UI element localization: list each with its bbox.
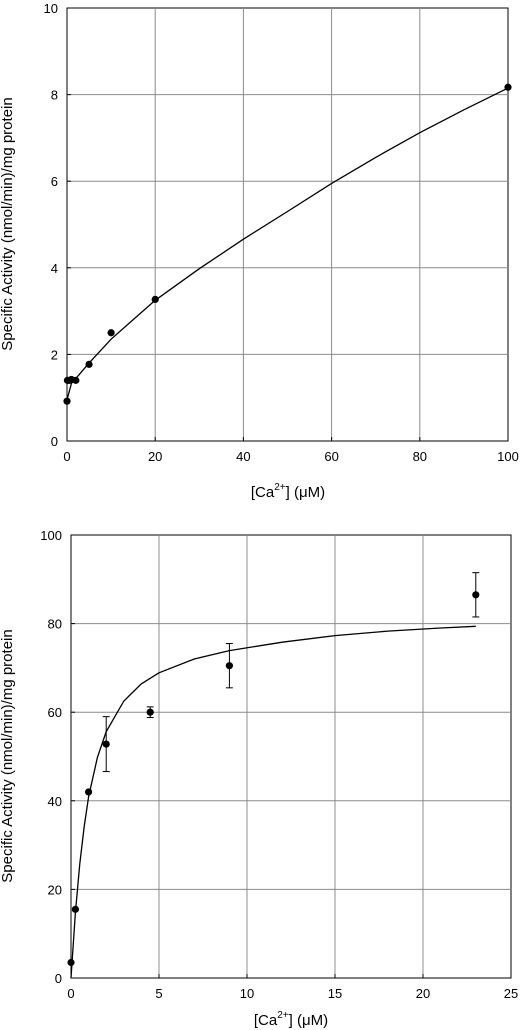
y-tick-label: 10 [44,1,58,16]
fit-curve-group [70,625,476,979]
data-point [72,376,80,384]
y-tick-label: 40 [48,794,62,809]
gridlines [71,535,511,978]
y-tick-label: 20 [48,882,62,897]
chart-bottom: 0 5 10 15 20 25 0 20 40 60 80 100 [Ca2+] (μM) Speci… [0,528,518,1029]
data-points [63,83,512,405]
x-tick-label: 5 [155,986,162,1001]
data-points [67,572,480,967]
y-tick-label: 0 [51,434,58,449]
x-tick-label: 100 [497,449,519,464]
data-point [67,958,75,967]
y-tick-label: 100 [40,528,62,543]
fit-curve-group [66,87,509,401]
data-point [504,83,512,91]
y-tick-label: 0 [55,971,62,986]
fit-curve [66,87,509,401]
data-point [225,662,233,670]
ticks: 0 20 40 60 80 100 0 2 4 6 8 10 [44,1,519,464]
y-tick-label: 8 [51,88,58,103]
data-point [102,740,110,748]
chart-top: 0 20 40 60 80 100 0 2 4 6 8 10 [Ca2+] (μM) Specific… [0,1,519,501]
plot-frame [66,7,509,442]
x-axis-title: [Ca2+] (μM) [251,482,325,501]
y-tick-label: 60 [48,705,62,720]
y-tick-label: 80 [48,617,62,632]
data-point [63,397,71,405]
ticks: 0 5 10 15 20 25 0 20 40 60 80 100 [40,528,518,1001]
x-tick-label: 10 [240,986,254,1001]
x-tick-label: 0 [63,449,70,464]
plot-frame [70,534,512,979]
data-point [151,295,159,304]
fit-curve [70,625,476,979]
data-point [472,591,480,599]
data-point [71,905,79,913]
y-tick-label: 6 [51,174,58,189]
data-point [107,329,115,337]
x-tick-label: 60 [324,449,338,464]
data-point [85,360,93,368]
y-axis-title: Specific Activity (nmol/min)/mg protein [0,97,16,350]
y-tick-label: 2 [51,347,58,362]
x-tick-label: 0 [67,986,74,1001]
y-axis-title: Specific Activity (nmol/min)/mg protein [0,629,16,882]
x-tick-label: 80 [413,449,427,464]
x-tick-label: 20 [416,986,430,1001]
x-tick-label: 25 [504,986,518,1001]
gridlines [67,8,508,441]
y-tick-label: 4 [51,261,58,276]
x-tick-label: 15 [328,986,342,1001]
x-tick-label: 20 [148,449,162,464]
x-tick-label: 40 [236,449,250,464]
data-point [146,708,154,716]
data-point [85,788,93,796]
x-axis-title: [Ca2+] (μM) [254,1010,328,1029]
